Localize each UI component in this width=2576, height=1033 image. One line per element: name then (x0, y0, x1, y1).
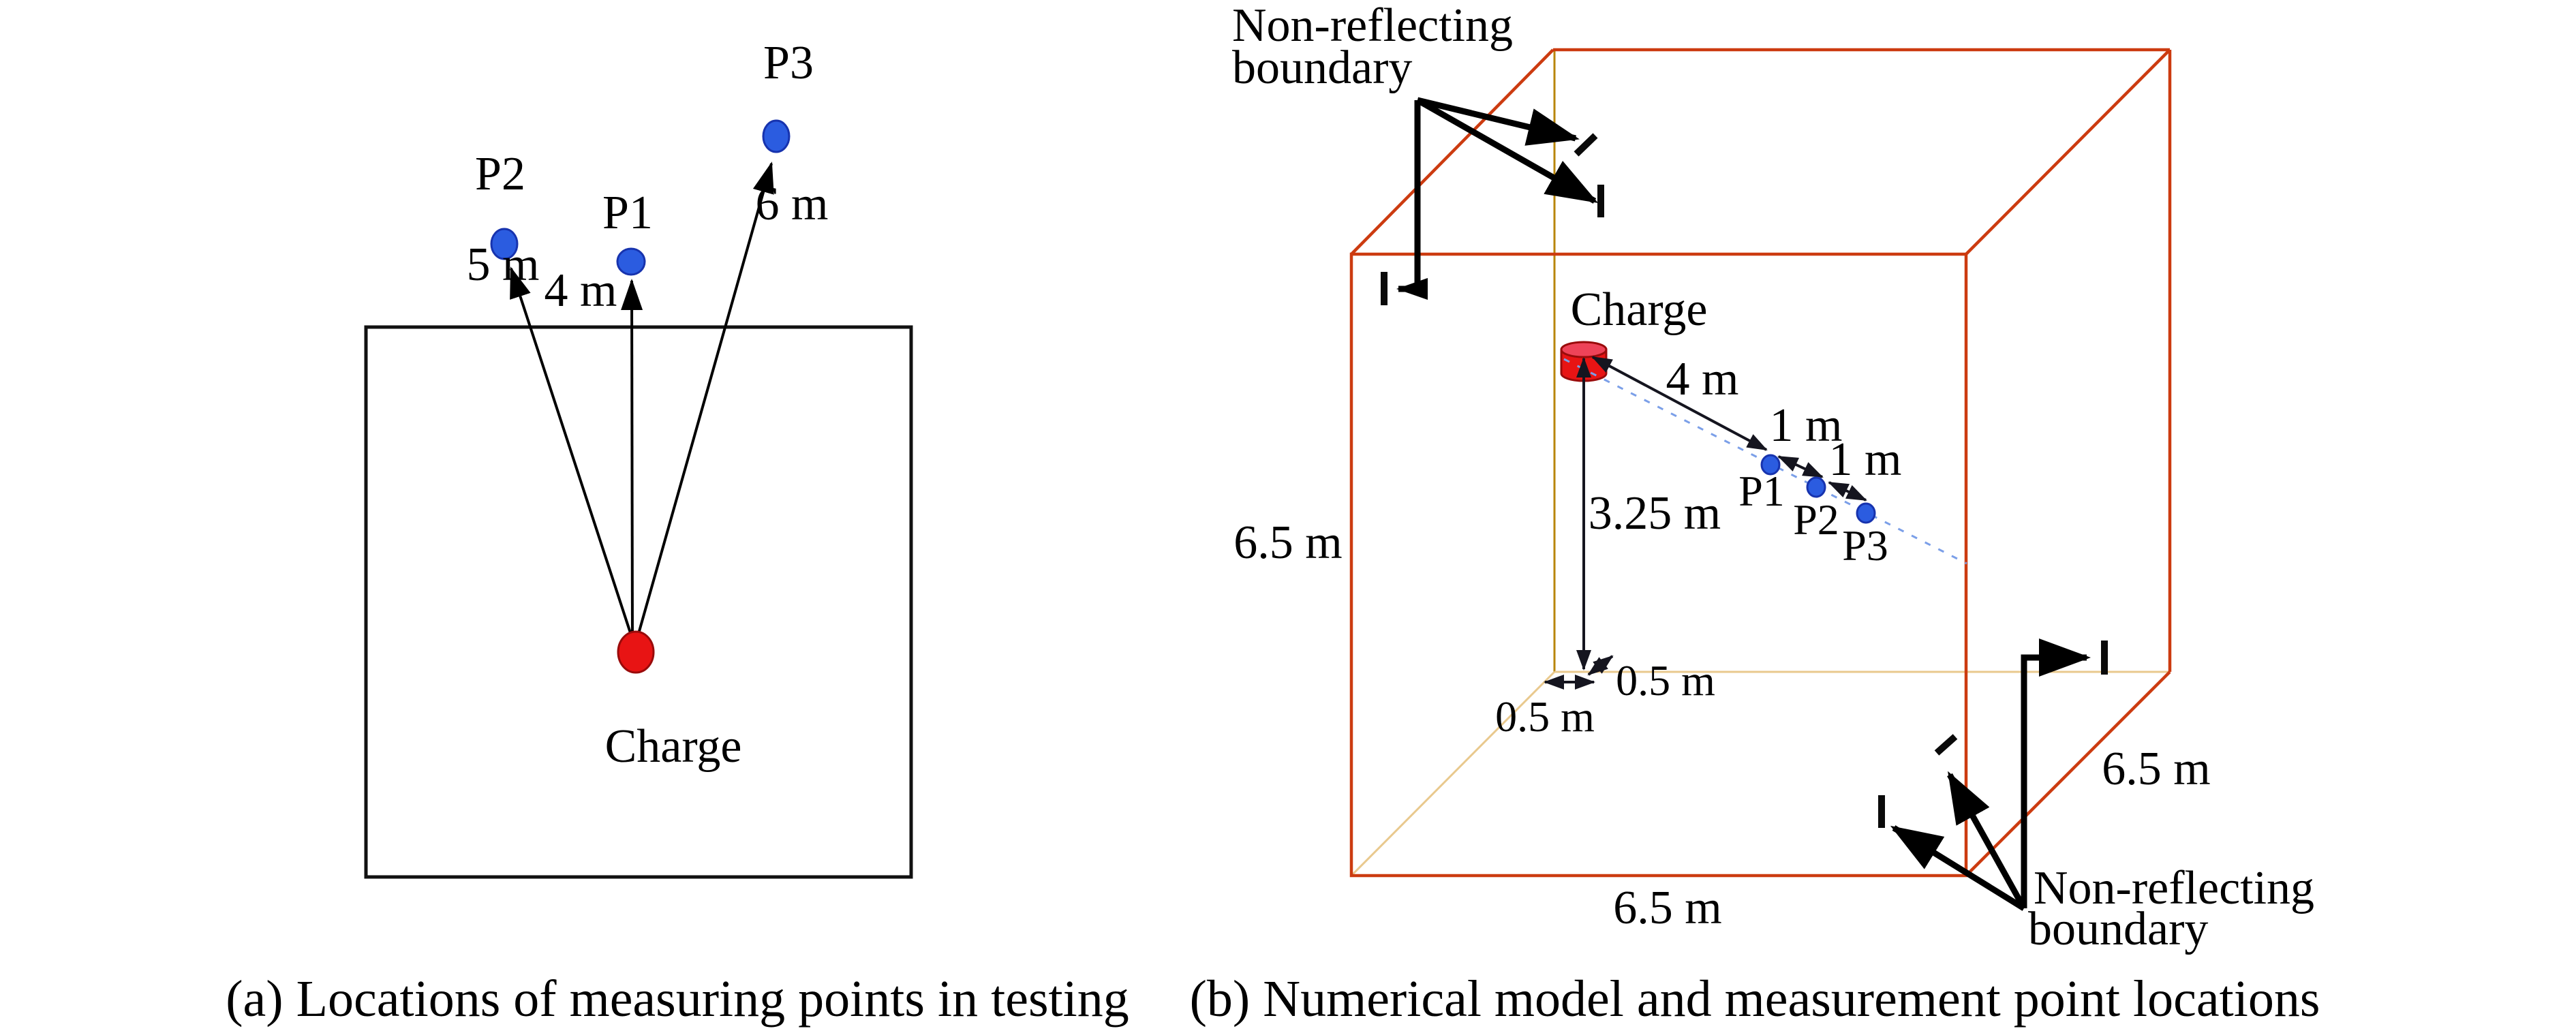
caption-panel-a: (a) Locations of measuring points in tes… (226, 970, 1129, 1028)
cube-edge-top-right-slant (1965, 48, 2171, 256)
dim-arrow-0-5m-depth (1587, 655, 1614, 676)
label-nonreflecting-bottom-line2: boundary (2028, 903, 2208, 955)
cube-edge-top-left-slant (1350, 48, 1554, 256)
charge-dot (617, 630, 655, 674)
label-p3-b: P3 (1842, 521, 1888, 570)
label-distance-6m: 6 m (756, 178, 829, 230)
cube-front-face (1349, 252, 1968, 878)
label-nonreflecting-bottom-line1: Non-reflecting (2034, 862, 2314, 914)
label-distance-4m: 4 m (545, 264, 617, 317)
label-p1-b: P1 (1738, 467, 1785, 515)
label-1m-second: 1 m (1829, 433, 1902, 486)
label-3-25m: 3.25 m (1589, 487, 1721, 540)
arrow-charge-to-p2 (510, 266, 635, 644)
point-p2-dot (490, 228, 519, 260)
label-0-5m-horizontal: 0.5 m (1495, 692, 1595, 741)
panel-a: P1 P2 P3 4 m 5 m 6 m Charge (a) Location… (226, 37, 1129, 1028)
arrow-charge-to-p3 (634, 161, 774, 644)
label-0-5m-depth: 0.5 m (1616, 656, 1715, 705)
cube-edge-bottom-left-slant (1350, 670, 1556, 877)
label-6-5m-bottom: 6.5 m (1613, 882, 1721, 934)
label-1m-first: 1 m (1770, 399, 1843, 452)
label-charge-b: Charge (1571, 283, 1708, 336)
dim-arrow-4m (1591, 356, 1768, 451)
cube-edge-bottom-right-slant (1965, 670, 2171, 877)
point-p2-dot-b (1806, 476, 1826, 498)
label-p2-b: P2 (1793, 495, 1839, 544)
test-pit-outline (364, 325, 913, 879)
panel-b: Non-reflecting boundary Charge 1 m 1 m 4… (1190, 0, 2320, 1028)
pointer-arrow-top-face-2 (1415, 97, 1599, 204)
nonreflecting-annotation-bottom: Non-reflecting boundary (1878, 638, 2314, 955)
pointer-arrow-top-face (1416, 97, 1580, 146)
point-p1-dot-b (1760, 454, 1781, 476)
pointer-arrow-right-slant (1947, 771, 2027, 910)
pointer-arrow-bottom-face (1890, 825, 2026, 911)
charge-cylinder-top (1560, 341, 1608, 358)
point-p3-dot-b (1856, 502, 1876, 524)
dim-arrow-1m-first (1777, 455, 1824, 478)
nonreflecting-annotation-top: Non-reflecting boundary (1232, 0, 1604, 305)
caption-panel-b: (b) Numerical model and measurement poin… (1190, 970, 2320, 1028)
pointer-tick-right-slant (1934, 734, 1958, 756)
label-p3: P3 (763, 37, 814, 89)
label-nonreflecting-top-line1: Non-reflecting (1232, 0, 1513, 52)
point-p3-dot (762, 119, 791, 153)
pointer-tick-top-face (1574, 133, 1598, 157)
pointer-arrow-back-face (2021, 638, 2091, 908)
label-p2: P2 (475, 148, 525, 200)
dim-arrow-1m-second (1828, 481, 1867, 502)
label-nonreflecting-top-line2: boundary (1232, 42, 1412, 94)
label-4m-b: 4 m (1666, 353, 1739, 405)
label-charge-a: Charge (605, 720, 742, 773)
point-p1-dot (616, 247, 646, 276)
label-distance-5m: 5 m (467, 238, 540, 291)
label-6-5m-left: 6.5 m (1233, 516, 1342, 569)
label-6-5m-right: 6.5 m (2102, 743, 2210, 795)
label-p1: P1 (602, 187, 653, 239)
